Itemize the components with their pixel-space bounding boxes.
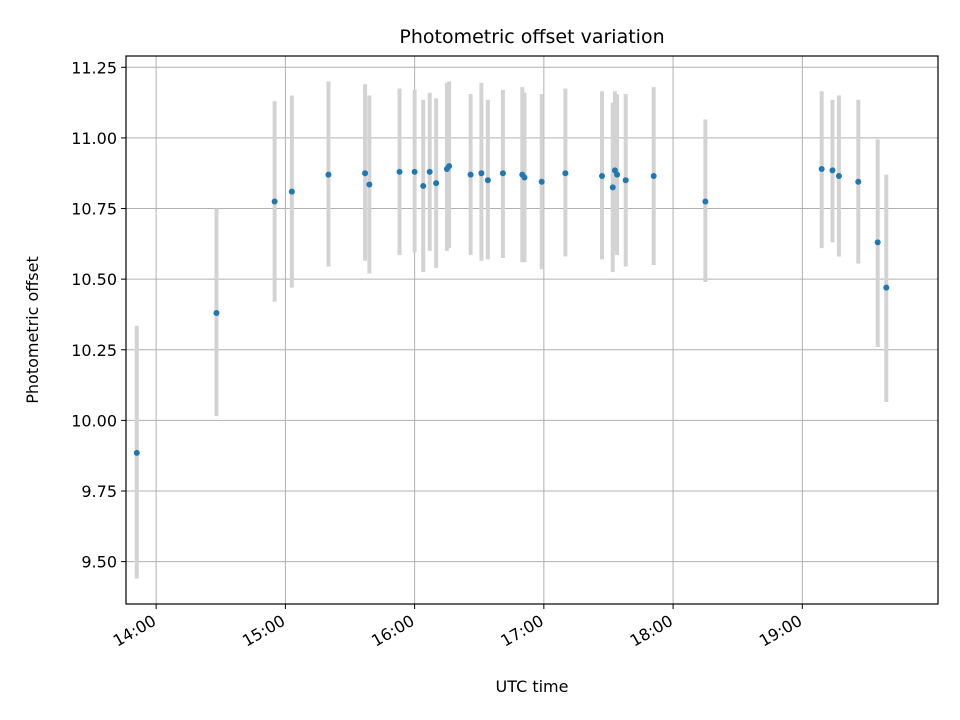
data-point	[467, 171, 474, 178]
y-axis-label: Photometric offset	[23, 256, 42, 404]
data-point	[562, 170, 569, 177]
chart-title: Photometric offset variation	[399, 26, 664, 48]
data-point	[433, 180, 440, 187]
y-tick-label: 10.75	[71, 200, 117, 219]
data-point	[609, 184, 616, 191]
y-tick-label: 9.75	[81, 482, 117, 501]
y-axis-ticks: 9.50 9.75 10.00 10.25 10.50 10.75 11.00 11.25	[71, 58, 126, 572]
data-point	[213, 310, 220, 317]
data-point	[288, 188, 295, 195]
x-axis-label: UTC time	[496, 677, 569, 696]
data-point	[883, 284, 890, 291]
data-point	[818, 165, 825, 172]
data-point	[835, 173, 842, 180]
data-point	[446, 163, 453, 170]
data-point	[702, 198, 709, 205]
data-point	[426, 168, 433, 175]
data-point	[484, 177, 491, 184]
data-point	[650, 173, 657, 180]
data-point	[614, 171, 621, 178]
data-point	[874, 239, 881, 246]
data-point	[366, 181, 373, 188]
data-point	[622, 177, 629, 184]
y-tick-label: 10.50	[71, 270, 117, 289]
y-tick-label: 11.00	[71, 129, 117, 148]
data-point	[521, 174, 528, 181]
data-point	[499, 170, 506, 177]
y-tick-label: 10.25	[71, 341, 117, 360]
data-point	[362, 170, 369, 177]
data-points	[133, 163, 890, 456]
data-point	[396, 168, 403, 175]
y-tick-label: 10.00	[71, 411, 117, 430]
data-point	[829, 167, 836, 174]
data-point	[411, 168, 418, 175]
y-tick-label: 11.25	[71, 58, 117, 77]
data-point	[325, 171, 332, 178]
data-point	[855, 178, 862, 185]
data-point	[271, 198, 278, 205]
data-point	[478, 170, 485, 177]
data-point	[538, 178, 545, 185]
plot-frame	[125, 55, 939, 605]
data-point	[599, 173, 605, 180]
y-tick-label: 9.50	[81, 553, 117, 572]
data-point	[420, 182, 427, 189]
data-point	[133, 449, 140, 456]
